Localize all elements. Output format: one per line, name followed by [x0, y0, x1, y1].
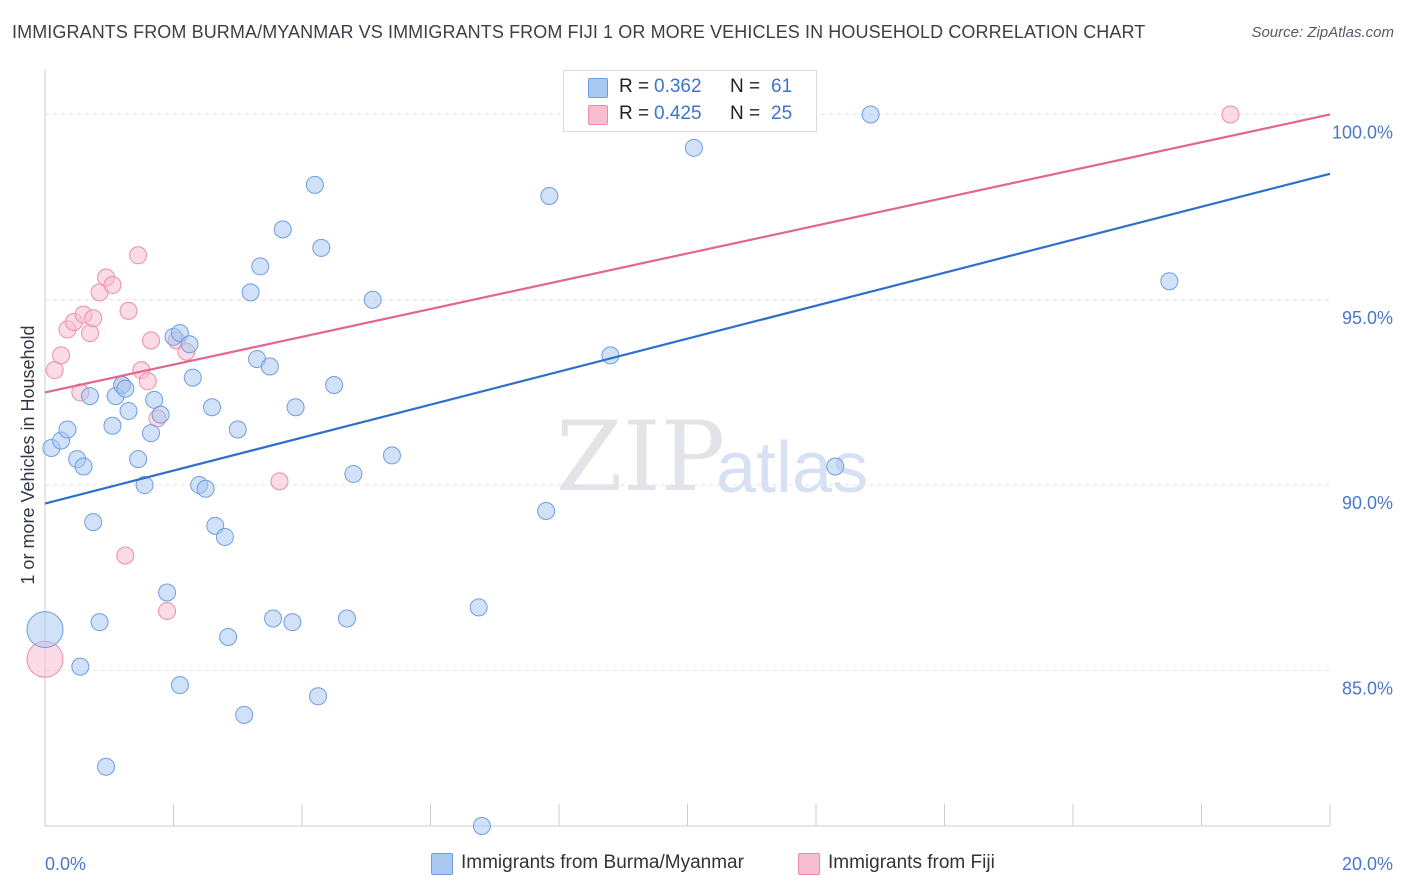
- fiji-point: [116, 546, 135, 565]
- burma-point: [363, 290, 382, 309]
- burma-point: [283, 613, 302, 632]
- y-tick-label: 95.0%: [1342, 308, 1393, 328]
- burma-point: [142, 424, 161, 443]
- watermark: ZIP atlas: [556, 401, 868, 513]
- r-label: R =: [619, 76, 650, 97]
- burma-point: [312, 238, 331, 257]
- burma-point: [235, 705, 254, 724]
- fiji-point: [270, 472, 289, 491]
- r-value: 0.362: [654, 76, 702, 97]
- fiji-swatch: [588, 105, 608, 125]
- burma-point: [71, 657, 90, 676]
- burma-point: [537, 502, 556, 520]
- burma-point: [228, 420, 247, 439]
- watermark-atlas: atlas: [716, 428, 868, 508]
- burma-point: [74, 457, 93, 476]
- burma-point: [264, 609, 283, 628]
- burma-point: [286, 398, 305, 417]
- burma-point: [183, 368, 202, 387]
- burma-point: [196, 479, 215, 498]
- gridlines: [45, 113, 1330, 671]
- fiji-point: [45, 361, 64, 380]
- burma-point: [260, 357, 279, 376]
- n-label: N =: [730, 103, 761, 124]
- fiji-point: [129, 246, 148, 265]
- y-tick-label: 90.0%: [1342, 493, 1393, 513]
- fiji-point: [52, 346, 71, 365]
- fiji-point: [158, 602, 177, 621]
- x-tick-label: 20.0%: [1342, 854, 1393, 874]
- burma-point: [103, 416, 122, 435]
- burma-point: [170, 676, 189, 695]
- burma-point: [26, 611, 64, 649]
- burma-point: [344, 464, 363, 483]
- burma-point: [241, 283, 260, 302]
- source-label: Source: ZipAtlas.com: [1251, 24, 1394, 41]
- burma-point: [145, 390, 164, 409]
- fiji-point: [119, 301, 138, 320]
- fiji-point: [1221, 105, 1240, 124]
- y-axis-label: 1 or more Vehicles in Household: [18, 325, 38, 584]
- burma-point: [861, 105, 880, 124]
- burma-point: [684, 138, 703, 157]
- stats-box: R = 0.362 N = 61 R = 0.425 N = 25: [563, 70, 817, 132]
- fiji-point: [103, 275, 122, 294]
- burma-point: [472, 817, 491, 835]
- legend-label-burma: Immigrants from Burma/Myanmar: [461, 852, 744, 873]
- burma-point: [80, 387, 99, 406]
- burma-point: [119, 401, 138, 420]
- n-label: N =: [730, 76, 761, 97]
- y-tick-label: 85.0%: [1342, 678, 1393, 698]
- burma-point: [540, 187, 559, 205]
- trend-lines: [44, 113, 1331, 505]
- n-value: 25: [771, 103, 793, 124]
- burma-point: [84, 513, 103, 532]
- y-tick-label: 100.0%: [1332, 122, 1393, 142]
- fiji-point: [142, 331, 161, 350]
- fiji-point: [80, 324, 99, 343]
- burma-point: [219, 628, 238, 646]
- burma-point: [309, 687, 328, 706]
- tick-labels: 100.0% 95.0% 90.0% 85.0% 0.0% 20.0%: [45, 122, 1393, 874]
- burma-point: [180, 335, 199, 354]
- fiji-points: [26, 105, 1240, 678]
- burma-point: [305, 175, 324, 194]
- fiji-legend-swatch: [798, 853, 820, 875]
- burma-trend-line: [44, 172, 1331, 505]
- burma-point: [273, 220, 292, 239]
- burma-legend-swatch: [431, 853, 453, 875]
- r-label: R =: [619, 103, 650, 124]
- burma-point: [325, 376, 344, 394]
- r-value: 0.425: [654, 103, 702, 124]
- n-value: 61: [771, 76, 793, 97]
- burma-point: [116, 379, 135, 398]
- watermark-zip: ZIP: [556, 401, 725, 513]
- fiji-point: [84, 309, 103, 328]
- fiji-point: [138, 372, 157, 391]
- burma-point: [601, 346, 620, 365]
- legend-label-fiji: Immigrants from Fiji: [828, 852, 995, 873]
- burma-point: [58, 420, 77, 439]
- burma-points: [26, 105, 1179, 835]
- burma-point: [90, 613, 109, 632]
- burma-point: [469, 598, 488, 617]
- burma-point: [215, 527, 234, 546]
- chart-title: IMMIGRANTS FROM BURMA/MYANMAR VS IMMIGRA…: [12, 22, 1146, 42]
- burma-point: [135, 476, 154, 495]
- x-tick-label: 0.0%: [45, 854, 86, 874]
- burma-point: [158, 583, 177, 602]
- burma-point: [151, 405, 170, 424]
- burma-point: [203, 398, 222, 417]
- burma-point: [382, 446, 401, 465]
- burma-point: [251, 257, 270, 276]
- burma-point: [337, 609, 356, 628]
- burma-swatch: [588, 78, 608, 98]
- burma-point: [826, 457, 845, 476]
- burma-point: [129, 450, 148, 469]
- fiji-trend-line: [44, 113, 1331, 394]
- burma-point: [1160, 272, 1179, 291]
- burma-point: [97, 757, 116, 776]
